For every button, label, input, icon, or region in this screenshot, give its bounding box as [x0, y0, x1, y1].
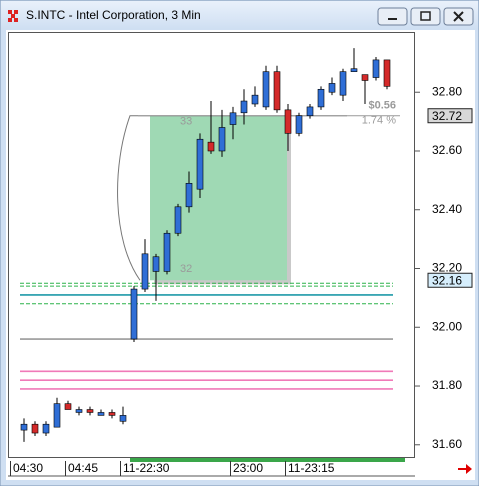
candle-body: [108, 412, 116, 416]
candle-body: [163, 232, 171, 272]
y-tick-label: 32.60: [432, 143, 462, 157]
window-title: S.INTC - Intel Corporation, 3 Min: [26, 8, 201, 22]
candle-body: [207, 141, 215, 152]
candle-body: [240, 100, 248, 114]
price-marker-label: 32.72: [432, 109, 462, 123]
app-icon: [8, 10, 18, 22]
candle-body: [273, 71, 281, 111]
candle-body: [328, 83, 336, 93]
candle-body: [284, 109, 292, 134]
y-tick-label: 31.80: [432, 378, 462, 392]
candle-body: [196, 138, 204, 190]
candle-body: [295, 115, 303, 134]
candle-body: [141, 253, 149, 290]
price-marker-box: [427, 108, 473, 124]
candle-body: [86, 409, 94, 413]
restore-icon: [420, 11, 431, 21]
candle-body: [75, 409, 83, 413]
scroll-arrow[interactable]: [458, 464, 472, 474]
candle-body: [350, 68, 358, 72]
candle-body: [174, 206, 182, 234]
candle-body: [306, 106, 314, 117]
bar-count-bottom: 32: [180, 263, 192, 275]
candle-body: [251, 94, 259, 105]
price-marker-label: 32.16: [432, 273, 462, 287]
session-bar: [130, 458, 405, 462]
candle-body: [20, 423, 28, 431]
candle-body: [152, 256, 160, 272]
candle-body: [31, 423, 39, 434]
window-buttons[interactable]: [377, 7, 474, 26]
candle-body: [218, 127, 226, 152]
x-tick-label: 04:45: [68, 461, 98, 475]
bar-count-top: 33: [180, 116, 192, 128]
candle-body: [185, 183, 193, 208]
x-tick-label: 23:00: [233, 461, 263, 475]
candle-body: [372, 59, 380, 78]
candle-body: [383, 59, 391, 87]
candle-body: [97, 412, 105, 416]
y-tick-label: 32.80: [432, 84, 462, 98]
x-tick-label: 11-23:15: [288, 461, 335, 475]
minimize-button[interactable]: [377, 7, 408, 26]
chart-content: 31.60 31.80 32.00 32.20 32.40 32.60 32.80 32.72…: [10, 48, 473, 476]
x-tick-label: 04:30: [13, 461, 43, 475]
candle-body: [339, 71, 347, 96]
percent-label: 1.74 %: [362, 115, 396, 127]
candle-body: [42, 423, 50, 434]
measure-box: [150, 115, 287, 281]
candle-body: [317, 88, 325, 108]
y-tick-label: 32.20: [432, 261, 462, 275]
candle-body: [119, 415, 127, 422]
y-tick-label: 32.00: [432, 319, 462, 333]
x-tick-label: 11-22:30: [123, 461, 170, 475]
candle-body: [64, 403, 72, 410]
restore-button[interactable]: [410, 7, 441, 26]
candle-body: [229, 112, 237, 125]
change-label: $0.56: [368, 100, 396, 112]
measure-arc: [117, 115, 347, 281]
candle-body: [53, 403, 61, 428]
candle-body: [130, 288, 138, 340]
y-tick-label: 31.60: [432, 437, 462, 451]
price-marker-box: [427, 272, 473, 288]
candle-body: [361, 74, 369, 81]
y-tick-label: 32.40: [432, 202, 462, 216]
candle-body: [262, 71, 270, 108]
close-icon: [453, 11, 464, 22]
